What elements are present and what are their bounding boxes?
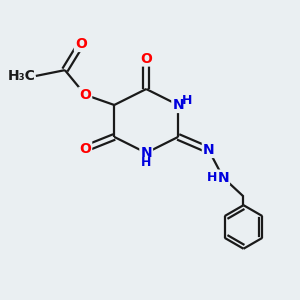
Text: O: O bbox=[75, 37, 87, 51]
Text: O: O bbox=[79, 142, 91, 155]
Text: O: O bbox=[79, 88, 91, 102]
Text: H: H bbox=[140, 156, 151, 169]
Text: H: H bbox=[207, 171, 217, 184]
Text: N: N bbox=[140, 146, 152, 160]
Text: N: N bbox=[203, 143, 214, 157]
Text: H: H bbox=[182, 94, 193, 107]
Text: N: N bbox=[172, 98, 184, 112]
Text: N: N bbox=[218, 171, 229, 184]
Text: O: O bbox=[140, 52, 152, 65]
Text: H₃C: H₃C bbox=[8, 69, 36, 83]
